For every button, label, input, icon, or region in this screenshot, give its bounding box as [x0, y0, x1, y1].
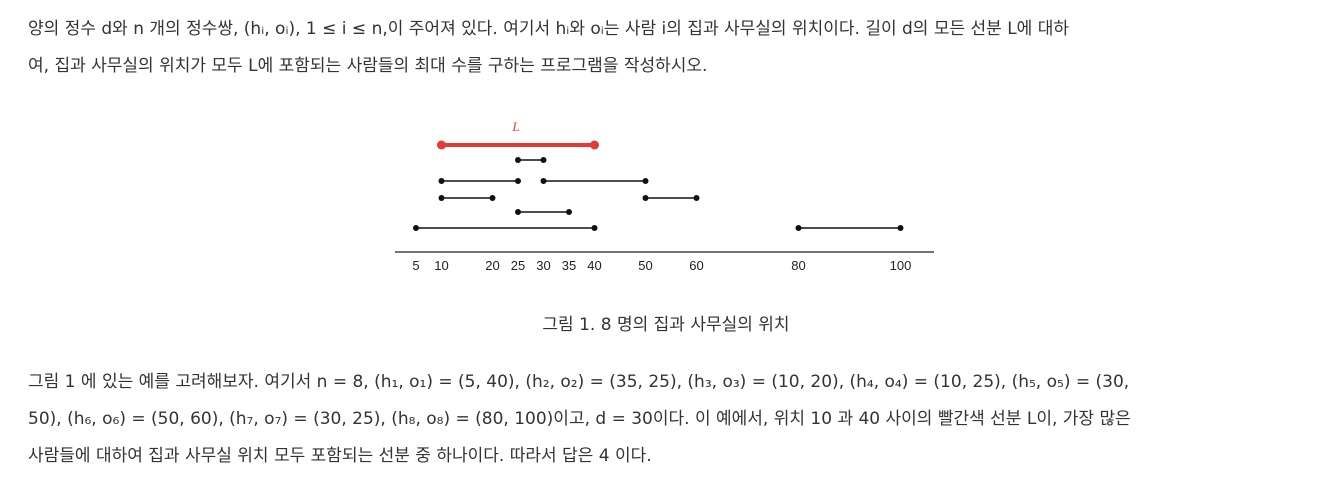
axis-tick-label: 80 [791, 258, 805, 273]
axis-tick-label: 20 [485, 258, 499, 273]
example-explanation: 그림 1 에 있는 예를 고려해보자. 여기서 n = 8, (h₁, o₁) … [28, 364, 1318, 475]
example-line-3: 사람들에 대하여 집과 사무실 위치 모두 포함되는 선분 중 하나이다. 따라… [28, 446, 652, 466]
segment-endpoint [515, 178, 521, 184]
segment-endpoint [413, 225, 419, 231]
segment-diagram: L 5 10 20 25 30 35 40 50 60 80 100 [395, 119, 934, 273]
example-line-2: 50), (h₆, o₆) = (50, 60), (h₇, o₇) = (30… [28, 409, 1131, 429]
segment-endpoint [515, 209, 521, 215]
segment-endpoint [540, 178, 547, 184]
segment-endpoint [591, 225, 598, 231]
segment-endpoint [795, 225, 802, 231]
segment-endpoint [642, 195, 649, 201]
highlight-endpoint [590, 140, 599, 150]
segment-endpoint [642, 178, 649, 184]
segment-endpoint [566, 209, 572, 215]
axis-tick-label: 30 [536, 258, 550, 273]
example-line-1: 그림 1 에 있는 예를 고려해보자. 여기서 n = 8, (h₁, o₁) … [28, 372, 1130, 392]
axis-tick-label: 35 [562, 258, 576, 273]
axis-tick-label: 60 [689, 258, 703, 273]
axis-tick-label: 100 [890, 258, 912, 273]
statement-line-1: 양의 정수 d와 n 개의 정수쌍, (hᵢ, oᵢ), 1 ≤ i ≤ n,이… [28, 19, 1070, 39]
axis-tick-label: 10 [434, 258, 448, 273]
figure-caption: 그림 1. 8 명의 집과 사무실의 위치 [542, 315, 790, 335]
segment-figure: L 5 10 20 25 30 35 40 50 60 80 100 [390, 112, 940, 277]
problem-statement: 양의 정수 d와 n 개의 정수쌍, (hᵢ, oᵢ), 1 ≤ i ≤ n,이… [28, 11, 1318, 85]
axis-tick-label: 50 [638, 258, 652, 273]
segment-endpoint [540, 157, 547, 163]
segment-endpoint [897, 225, 904, 231]
axis-tick-label: 5 [412, 258, 419, 273]
segment-endpoint [489, 195, 496, 201]
segment-endpoint [515, 157, 521, 163]
segment-endpoint [438, 178, 445, 184]
axis-tick-label: 25 [511, 258, 525, 273]
highlight-endpoint [437, 140, 446, 150]
segment-endpoint [693, 195, 700, 201]
segment-label-L: L [511, 119, 519, 134]
statement-line-2: 여, 집과 사무실의 위치가 모두 L에 포함되는 사람들의 최대 수를 구하는… [28, 56, 708, 76]
axis-tick-label: 40 [587, 258, 601, 273]
segment-endpoint [438, 195, 445, 201]
